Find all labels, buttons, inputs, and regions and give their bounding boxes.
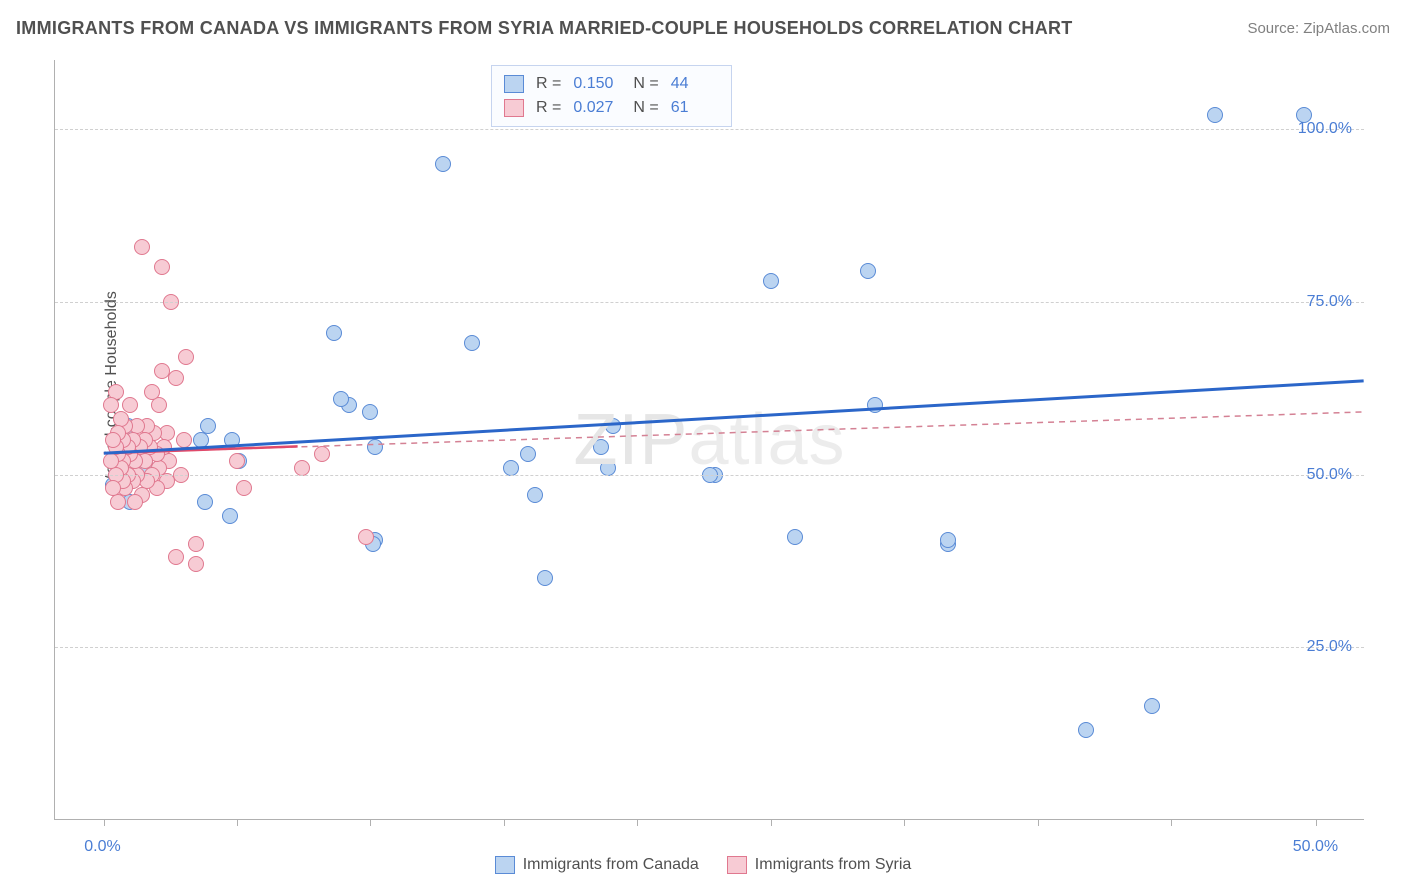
data-point [314, 446, 330, 462]
data-point [1207, 107, 1223, 123]
legend-item-canada: Immigrants from Canada [495, 856, 699, 874]
r-label: R = [536, 72, 561, 96]
data-point [367, 439, 383, 455]
legend-label-canada: Immigrants from Canada [523, 856, 699, 874]
legend-row-canada: R = 0.150 N = 44 [504, 72, 719, 96]
data-point [127, 494, 143, 510]
data-point [787, 529, 803, 545]
n-label: N = [633, 72, 658, 96]
data-point [1078, 722, 1094, 738]
data-point [224, 432, 240, 448]
data-point [593, 439, 609, 455]
data-point [154, 363, 170, 379]
data-point [168, 370, 184, 386]
data-point [110, 494, 126, 510]
r-value-canada: 0.150 [573, 72, 621, 96]
data-point [520, 446, 536, 462]
data-point [503, 460, 519, 476]
x-tick [504, 819, 505, 826]
data-point [537, 570, 553, 586]
r-value-syria: 0.027 [573, 96, 621, 120]
data-point [464, 335, 480, 351]
data-point [867, 397, 883, 413]
chart-container: { "title": "IMMIGRANTS FROM CANADA VS IM… [0, 0, 1406, 892]
trend-lines [55, 60, 1364, 819]
data-point [151, 397, 167, 413]
x-tick [104, 819, 105, 826]
y-tick-label: 25.0% [1307, 638, 1352, 656]
data-point [103, 453, 119, 469]
grid-line [55, 647, 1364, 648]
data-point [188, 536, 204, 552]
data-point [860, 263, 876, 279]
data-point [144, 384, 160, 400]
x-tick [1171, 819, 1172, 826]
plot-area: ZIPatlas R = 0.150 N = 44 R = 0.027 N = … [54, 60, 1364, 820]
y-tick-label: 75.0% [1307, 293, 1352, 311]
data-point [188, 556, 204, 572]
x-tick [904, 819, 905, 826]
title-bar: IMMIGRANTS FROM CANADA VS IMMIGRANTS FRO… [16, 18, 1390, 39]
data-point [168, 549, 184, 565]
data-point [176, 432, 192, 448]
data-point [222, 508, 238, 524]
x-tick-label: 50.0% [1293, 838, 1338, 856]
n-value-canada: 44 [671, 72, 719, 96]
r-label: R = [536, 96, 561, 120]
data-point [197, 494, 213, 510]
bottom-legend: Immigrants from Canada Immigrants from S… [0, 856, 1406, 874]
data-point [105, 480, 121, 496]
n-value-syria: 61 [671, 96, 719, 120]
data-point [333, 391, 349, 407]
data-point [605, 418, 621, 434]
data-point [358, 529, 374, 545]
y-tick-label: 100.0% [1298, 120, 1352, 138]
data-point [600, 460, 616, 476]
source-label: Source: ZipAtlas.com [1247, 20, 1390, 37]
correlation-legend: R = 0.150 N = 44 R = 0.027 N = 61 [491, 65, 732, 127]
chart-title: IMMIGRANTS FROM CANADA VS IMMIGRANTS FRO… [16, 18, 1073, 39]
x-tick [771, 819, 772, 826]
swatch-syria [727, 856, 747, 874]
watermark-zip: ZIP [573, 400, 688, 480]
swatch-canada [495, 856, 515, 874]
x-tick [637, 819, 638, 826]
grid-line [55, 129, 1364, 130]
legend-item-syria: Immigrants from Syria [727, 856, 911, 874]
legend-label-syria: Immigrants from Syria [755, 856, 911, 874]
data-point [326, 325, 342, 341]
grid-line [55, 302, 1364, 303]
data-point [362, 404, 378, 420]
data-point [1144, 698, 1160, 714]
swatch-canada [504, 75, 524, 93]
x-tick [370, 819, 371, 826]
x-tick [237, 819, 238, 826]
x-tick [1316, 819, 1317, 826]
data-point [294, 460, 310, 476]
data-point [122, 397, 138, 413]
data-point [435, 156, 451, 172]
data-point [134, 239, 150, 255]
data-point [527, 487, 543, 503]
x-tick-label: 0.0% [84, 838, 120, 856]
grid-line [55, 475, 1364, 476]
data-point [940, 532, 956, 548]
data-point [154, 259, 170, 275]
legend-row-syria: R = 0.027 N = 61 [504, 96, 719, 120]
data-point [178, 349, 194, 365]
data-point [229, 453, 245, 469]
data-point [763, 273, 779, 289]
y-tick-label: 50.0% [1307, 466, 1352, 484]
x-tick [1038, 819, 1039, 826]
data-point [236, 480, 252, 496]
data-point [105, 432, 121, 448]
data-point [193, 432, 209, 448]
data-point [103, 397, 119, 413]
swatch-syria [504, 99, 524, 117]
n-label: N = [633, 96, 658, 120]
